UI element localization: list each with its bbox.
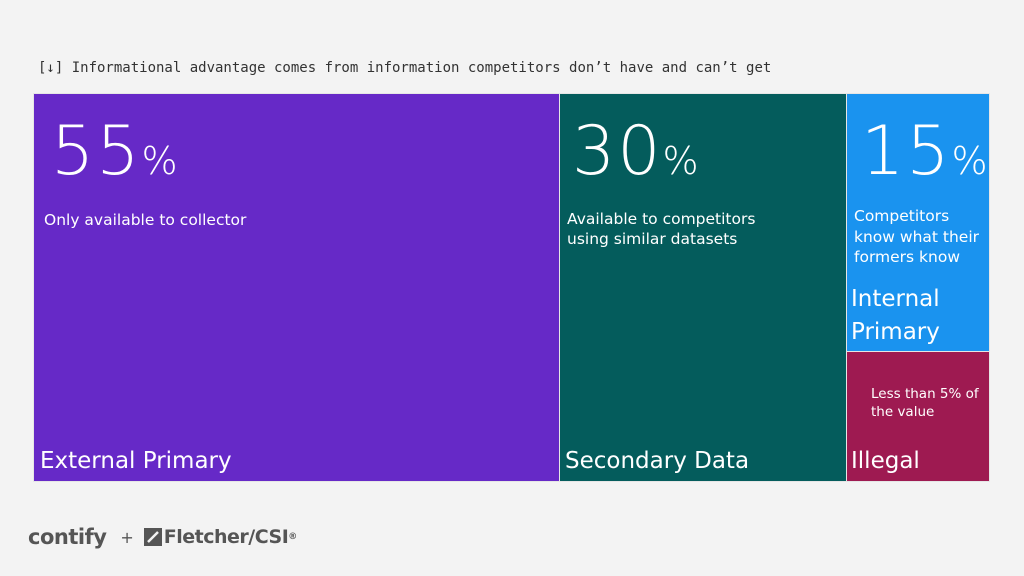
internal-description-line: know what their — [854, 227, 980, 246]
fletcher-mark-icon — [143, 528, 162, 546]
external-value: 55 — [51, 112, 142, 191]
external-description: Only available to collector — [44, 211, 247, 229]
plus-sign: + — [120, 527, 134, 547]
fletcher-logo-text: Fletcher/CSI — [163, 526, 289, 548]
secondary-description-line: Available to competitors — [567, 210, 756, 228]
fletcher-csi-logo: Fletcher/CSI ® — [143, 526, 297, 548]
secondary-value: 30 — [572, 112, 663, 191]
internal-label-line: Internal — [851, 286, 940, 312]
contify-logo: contify — [28, 525, 107, 549]
illegal-description-line: the value — [871, 404, 935, 420]
diagram-caption: [↓] Informational advantage comes from i… — [38, 60, 772, 76]
illegal-description-line: Less than 5% of — [871, 386, 979, 402]
internal-description: Competitors know what their formers know — [854, 206, 979, 268]
internal-description-line: Competitors — [854, 207, 950, 225]
fletcher-registered-mark: ® — [288, 532, 297, 542]
cell-internal-primary: 15% Competitors know what their formers … — [846, 93, 990, 352]
internal-percent-sign: % — [951, 139, 988, 183]
treemap: 55% Only available to collector External… — [33, 93, 990, 482]
illegal-label: Illegal — [851, 448, 920, 474]
footer-logos: contify + Fletcher/CSI ® — [28, 520, 297, 554]
illegal-description: Less than 5% of the value — [871, 385, 979, 421]
secondary-description: Available to competitors using similar d… — [567, 209, 755, 249]
internal-value: 15 — [861, 112, 952, 191]
internal-description-line: formers know — [854, 248, 961, 266]
secondary-percentage: 30% — [572, 118, 699, 186]
internal-label-line: Primary — [851, 319, 940, 345]
external-percent-sign: % — [141, 139, 178, 183]
secondary-percent-sign: % — [662, 139, 699, 183]
external-label: External Primary — [40, 448, 232, 474]
secondary-description-line: using similar datasets — [567, 230, 738, 248]
internal-label: Internal Primary — [851, 283, 940, 349]
cell-secondary-data: 30% Available to competitors using simil… — [559, 93, 847, 482]
cell-external-primary: 55% Only available to collector External… — [33, 93, 560, 482]
external-percentage: 55% — [51, 118, 178, 186]
internal-percentage: 15% — [861, 118, 988, 186]
cell-illegal: Less than 5% of the value Illegal — [846, 351, 990, 482]
secondary-label: Secondary Data — [565, 448, 750, 474]
